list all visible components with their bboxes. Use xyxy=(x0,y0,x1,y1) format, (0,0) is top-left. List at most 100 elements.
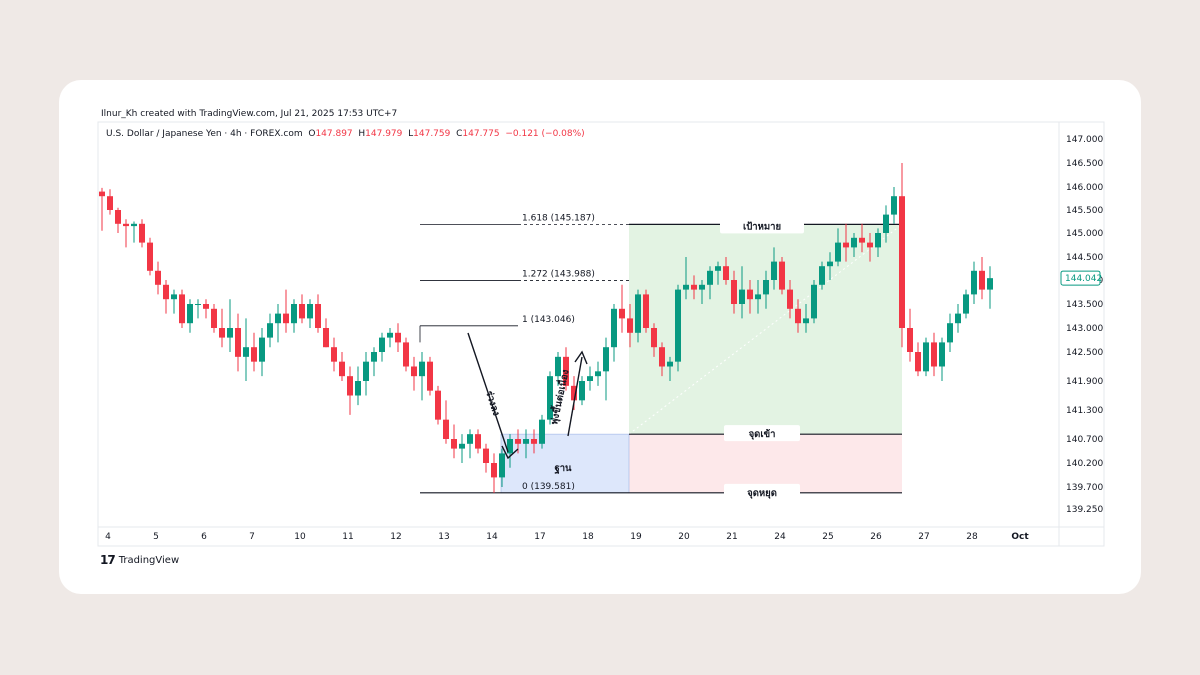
candle-up xyxy=(675,289,681,362)
candle-down xyxy=(323,328,329,348)
y-tick-label: 144.500 xyxy=(1066,253,1103,263)
x-tick-label: 21 xyxy=(726,532,737,542)
y-tick-label: 139.700 xyxy=(1066,483,1103,493)
candle-down xyxy=(619,308,625,319)
candle-down xyxy=(651,328,657,348)
candle-down xyxy=(747,289,753,300)
candle-up xyxy=(715,266,721,271)
candle-up xyxy=(635,294,641,333)
x-tick-label: 26 xyxy=(870,532,882,542)
stop-label: จุดหยุด xyxy=(747,488,777,499)
candle-down xyxy=(795,308,801,324)
down-wave-arrow xyxy=(467,332,509,453)
candle-up xyxy=(291,304,297,324)
tradingview-brand[interactable]: 17 TradingView xyxy=(100,553,179,567)
candle-up xyxy=(579,381,585,401)
candle-up xyxy=(875,233,881,248)
candle-down xyxy=(723,266,729,280)
candle-down xyxy=(475,434,481,449)
candle-down xyxy=(915,352,921,372)
candle-up xyxy=(883,214,889,233)
tradingview-logo-icon: 17 xyxy=(100,553,116,567)
open-key: O xyxy=(308,129,316,139)
candle-down xyxy=(219,328,225,338)
symbol-legend: U.S. Dollar / Japanese Yen · 4h · FOREX.… xyxy=(106,129,585,139)
candle-up xyxy=(131,223,137,227)
x-tick-label: 10 xyxy=(294,532,306,542)
candle-down xyxy=(443,419,449,439)
down-wave-label: ร่วงลง xyxy=(483,390,501,418)
candle-down xyxy=(867,242,873,248)
x-tick-label: Oct xyxy=(1011,532,1029,542)
candle-down xyxy=(627,318,633,333)
candle-down xyxy=(163,284,169,300)
candle-up xyxy=(419,361,425,377)
y-tick-label: 143.500 xyxy=(1066,300,1103,310)
x-tick-label: 6 xyxy=(201,532,207,542)
stop-label-bg xyxy=(724,483,800,500)
candle-up xyxy=(523,439,529,444)
y-tick-label: 141.900 xyxy=(1066,377,1103,387)
candle-up xyxy=(811,284,817,319)
x-tick-label: 7 xyxy=(249,532,255,542)
candle-up xyxy=(499,453,505,478)
candle-down xyxy=(643,294,649,328)
candle-up xyxy=(699,284,705,290)
candle-down xyxy=(515,439,521,444)
candle-up xyxy=(371,352,377,362)
candle-up xyxy=(267,323,273,338)
candles xyxy=(99,163,993,493)
candle-up xyxy=(595,371,601,377)
x-tick-label: 13 xyxy=(438,532,449,542)
low-value: 147.759 xyxy=(413,129,451,139)
candle-up xyxy=(819,266,825,285)
target-label-bg xyxy=(720,217,804,234)
y-tick-label: 147.000 xyxy=(1066,135,1103,145)
candle-down xyxy=(571,385,577,401)
candle-down xyxy=(315,304,321,328)
candle-down xyxy=(147,242,153,271)
candle-down xyxy=(979,270,985,290)
high-key: H xyxy=(358,129,366,139)
candle-up xyxy=(987,278,993,290)
candle-down xyxy=(299,304,305,319)
y-tick-label: 140.700 xyxy=(1066,435,1103,445)
y-tick-label: 141.300 xyxy=(1066,406,1103,416)
fib-label: 1.272 (143.988) xyxy=(522,270,595,280)
candle-up xyxy=(307,304,313,319)
candle-down xyxy=(691,284,697,290)
candle-down xyxy=(907,328,913,352)
candle-down xyxy=(123,223,129,227)
x-tick-label: 11 xyxy=(342,532,353,542)
x-tick-label: 27 xyxy=(918,532,929,542)
candle-down xyxy=(211,308,217,328)
candle-up xyxy=(923,342,929,372)
candle-up xyxy=(707,270,713,285)
symbol-title: U.S. Dollar / Japanese Yen · 4h · FOREX.… xyxy=(106,129,303,139)
candle-up xyxy=(275,313,281,324)
close-key: C xyxy=(456,129,463,139)
candle-up xyxy=(939,342,945,367)
candle-down xyxy=(179,294,185,324)
x-tick-label: 28 xyxy=(966,532,978,542)
candle-up xyxy=(363,361,369,381)
candle-down xyxy=(731,280,737,304)
candle-up xyxy=(763,280,769,295)
candle-up xyxy=(771,261,777,280)
price-change: −0.121 (−0.08%) xyxy=(505,129,585,139)
x-tick-label: 24 xyxy=(774,532,786,542)
candle-up xyxy=(227,328,233,338)
candle-down xyxy=(347,376,353,396)
last-price-tag xyxy=(1060,270,1101,286)
y-tick-label: 142.500 xyxy=(1066,348,1103,358)
candle-up xyxy=(467,434,473,444)
candle-up xyxy=(355,381,361,396)
brand-name: TradingView xyxy=(118,554,180,566)
candle-up xyxy=(259,337,265,362)
base-label: ฐาน xyxy=(554,463,572,474)
candle-up xyxy=(683,284,689,290)
stop-zone xyxy=(629,434,902,493)
y-tick-label: 145.000 xyxy=(1066,229,1103,239)
candle-down xyxy=(339,361,345,377)
